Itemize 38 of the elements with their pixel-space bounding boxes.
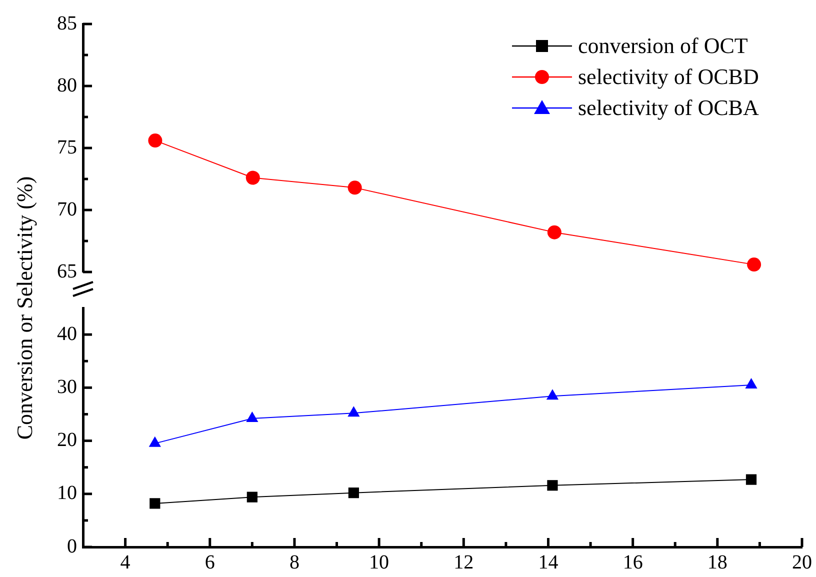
y-tick-label: 65 [57,260,77,282]
point [246,492,258,502]
point [246,170,260,185]
y-tick-label: 10 [57,482,77,504]
point [148,134,162,148]
point [746,474,757,485]
x-tick-label: 20 [792,551,812,574]
point [148,436,161,447]
x-tick-label: 4 [120,551,130,574]
y-tick-label: 20 [57,429,77,452]
point [747,258,762,272]
point [547,480,558,491]
x-tick-label: 8 [289,551,300,574]
y-tick-label: 75 [57,136,77,158]
legend-label: selectivity of OCBA [578,95,759,121]
point [348,180,362,195]
x-tick-label: 6 [204,551,215,574]
legend-label: selectivity of OCBD [578,64,759,90]
y-tick-label: 0 [67,535,77,558]
point [547,225,562,240]
x-tick-label: 18 [707,551,728,574]
legend-label: conversion of OCT [578,33,748,59]
y-tick-label: 40 [57,322,77,345]
x-tick-label: 16 [622,551,643,574]
point [546,389,559,400]
y-tick-label: 30 [57,376,77,398]
x-tick-label: 14 [538,551,558,574]
y-tick-label: 80 [57,74,77,96]
point [348,406,360,417]
y-tick-label: 70 [57,198,77,220]
point [246,411,258,422]
point [150,498,160,509]
x-tick-label: 10 [369,551,390,574]
point [348,488,359,498]
x-tick-label: 12 [454,551,474,574]
point [745,378,758,389]
y-tick-label: 85 [57,12,77,34]
y-axis-title: Conversion or Selectivity (%) [12,176,38,440]
